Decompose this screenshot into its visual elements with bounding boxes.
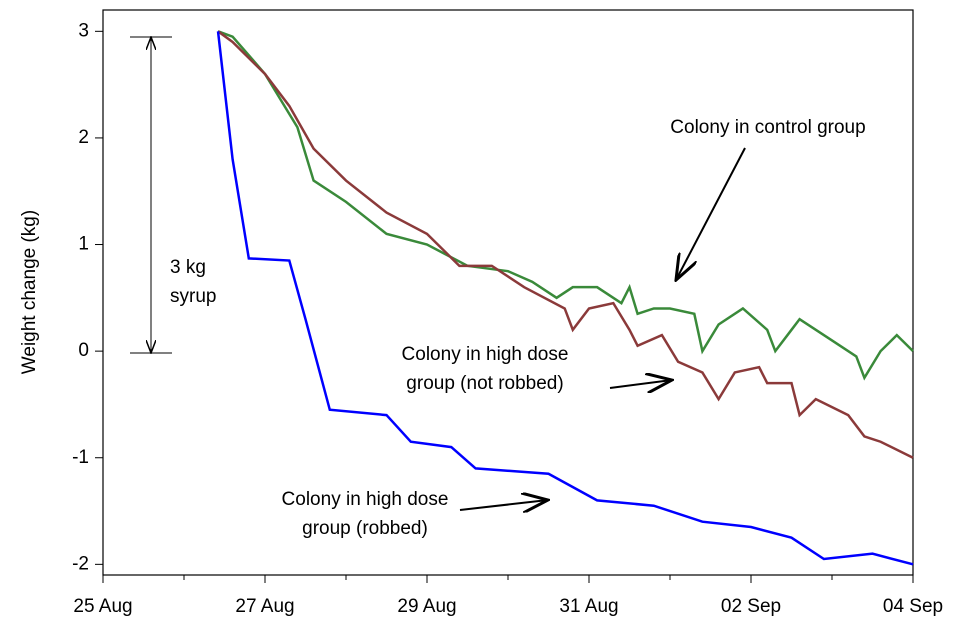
x-tick-label: 02 Sep (721, 596, 781, 617)
y-tick-label: -2 (72, 553, 89, 574)
annotation: group (not robbed) (406, 373, 563, 394)
annotation-arrows (459, 147, 746, 510)
y-tick-label: 2 (78, 127, 89, 148)
y-tick-label: 0 (78, 340, 89, 361)
x-tick-label: 25 Aug (73, 596, 132, 617)
annotation: group (robbed) (302, 518, 428, 539)
annotation: syrup (170, 286, 216, 307)
annotation: Colony in control group (670, 117, 865, 138)
syrup-bracket (130, 37, 172, 353)
x-tick-label: 31 Aug (559, 596, 618, 617)
y-axis-label: Weight change (kg) (19, 210, 40, 374)
annotation: 3 kg (170, 257, 206, 278)
y-tick-label: -1 (72, 447, 89, 468)
y-tick-label: 3 (78, 20, 89, 41)
x-tick-label: 27 Aug (235, 596, 294, 617)
x-tick-label: 04 Sep (883, 596, 943, 617)
series-line (217, 30, 914, 381)
series-line (216, 31, 914, 566)
x-tick-label: 29 Aug (397, 596, 456, 617)
series-line (217, 30, 914, 459)
annotation: Colony in high dose (402, 344, 569, 365)
y-tick-label: 1 (78, 234, 89, 255)
annotation: Colony in high dose (282, 489, 449, 510)
